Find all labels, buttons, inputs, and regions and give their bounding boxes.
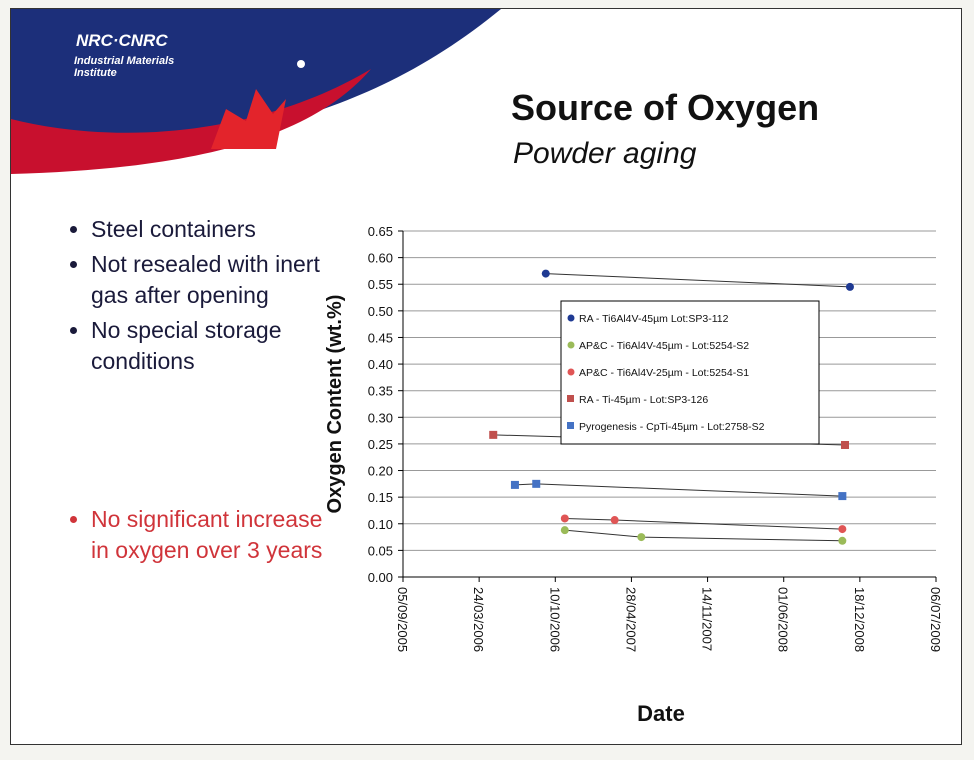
point: [560, 526, 569, 535]
banner-blue: [11, 9, 501, 159]
y-tick-label: 0.30: [368, 410, 393, 425]
banner-red: [11, 69, 371, 174]
banner: [11, 9, 501, 174]
y-tick-label: 0.60: [368, 251, 393, 266]
title: Source of Oxygen: [511, 87, 820, 128]
y-tick-label: 0.15: [368, 490, 393, 505]
point: [560, 514, 569, 523]
x-tick-label: 24/03/2006: [471, 587, 486, 652]
legend-label: RA - Ti6Al4V-45µm Lot:SP3-112: [579, 313, 729, 325]
slide: NRC·CNRC Industrial Materials Institute …: [10, 8, 962, 745]
y-tick-label: 0.55: [368, 277, 393, 292]
y-tick-label: 0.40: [368, 357, 393, 372]
series-line: [514, 483, 843, 497]
point: [838, 536, 847, 545]
bullet: Steel containers: [91, 214, 331, 245]
y-axis-label: Oxygen Content (wt.%): [324, 295, 346, 514]
y-tick-label: 0.45: [368, 330, 393, 345]
legend-marker: [567, 422, 574, 429]
x-tick-label: 06/07/2009: [928, 587, 943, 652]
x-axis-label: Date: [637, 701, 685, 726]
point: [510, 480, 519, 489]
y-tick-label: 0.05: [368, 543, 393, 558]
legend-marker: [567, 341, 575, 349]
point: [541, 269, 550, 278]
legend-marker: [567, 368, 575, 376]
y-tick-label: 0.10: [368, 517, 393, 532]
conclusion: No significant increase in oxygen over 3…: [51, 504, 331, 570]
legend-label: Pyrogenesis - CpTi-45µm - Lot:2758-S2: [579, 421, 765, 433]
institute: Industrial Materials Institute: [74, 55, 175, 79]
point: [610, 516, 619, 525]
legend-label: AP&C - Ti6Al4V-45µm - Lot:5254-S2: [579, 340, 749, 352]
y-tick-label: 0.35: [368, 384, 393, 399]
x-tick-label: 28/04/2007: [623, 587, 638, 652]
series-line: [564, 529, 843, 542]
star: [297, 60, 305, 68]
logo: NRC·CNRC: [76, 31, 168, 50]
legend-box: [560, 300, 820, 445]
legend-label: RA - Ti-45µm - Lot:SP3-126: [579, 394, 708, 406]
point: [637, 533, 646, 542]
legend-label: AP&C - Ti6Al4V-25µm - Lot:5254-S1: [579, 367, 749, 379]
conclusion-text: No significant increase in oxygen over 3…: [91, 504, 331, 566]
x-tick-label: 14/11/2007: [700, 587, 715, 651]
y-tick-label: 0.50: [368, 304, 393, 319]
x-tick-label: 05/09/2005: [395, 587, 410, 652]
y-tick-label: 0.00: [368, 570, 393, 585]
bullet-list: Steel containers Not resealed with inert …: [51, 214, 331, 381]
point: [838, 492, 847, 501]
legend: RA - Ti6Al4V-45µm Lot:SP3-112 AP&C - Ti6A…: [560, 300, 820, 445]
subtitle: Powder aging: [513, 137, 697, 170]
chart: 0.00 0.05 0.10 0.15 0.20 0.25 0.30 0.35 0.40 0.45…: [324, 224, 943, 726]
point: [845, 282, 854, 291]
point: [841, 440, 850, 449]
point: [532, 479, 541, 488]
point: [489, 430, 498, 439]
point: [838, 525, 847, 534]
legend-marker: [567, 314, 575, 322]
bullet: Not resealed with inert gas after openin…: [91, 249, 331, 311]
x-tick-label: 18/12/2008: [852, 587, 867, 652]
series-line: [545, 273, 850, 288]
bullet: No special storage conditions: [91, 315, 331, 377]
y-tick-label: 0.65: [368, 224, 393, 239]
x-tick-label: 10/10/2006: [547, 587, 562, 652]
maple-leaf: [211, 89, 286, 149]
x-tick-label: 01/06/2008: [776, 587, 791, 652]
y-tick-label: 0.20: [368, 464, 393, 479]
legend-marker: [567, 395, 574, 402]
y-tick-label: 0.25: [368, 437, 393, 452]
